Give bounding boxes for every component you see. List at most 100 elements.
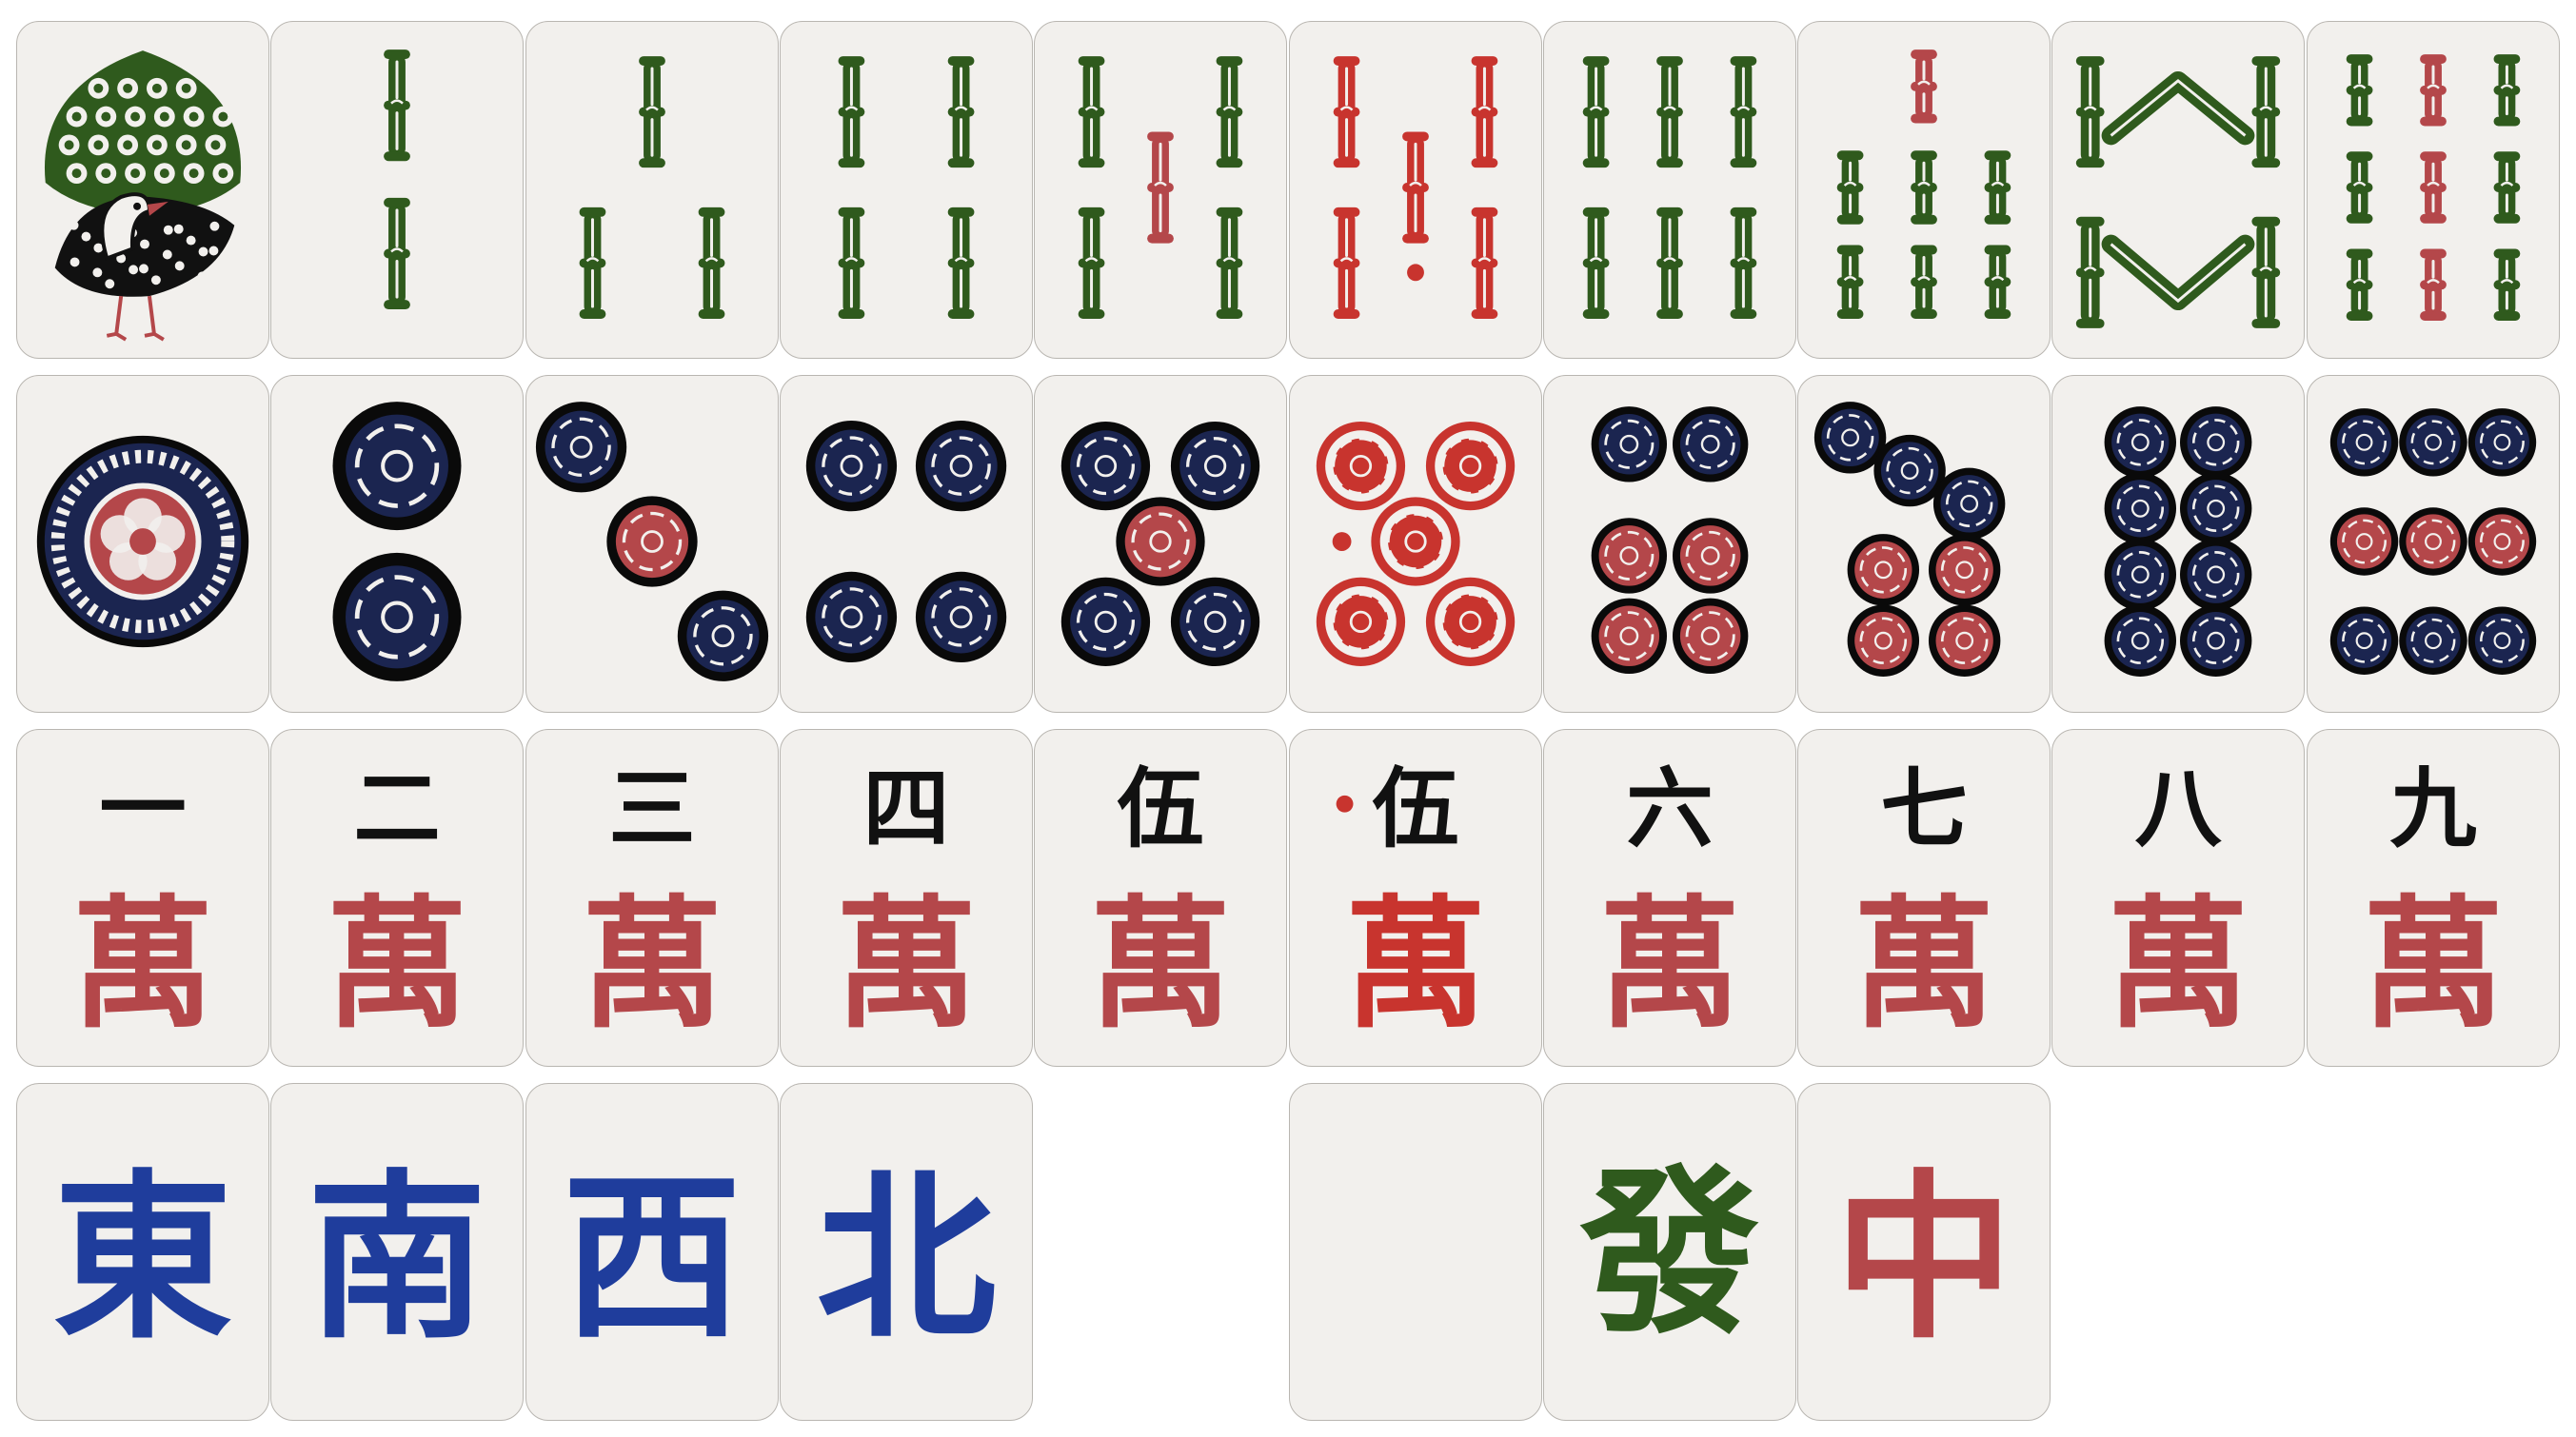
bamboo-stick-icon xyxy=(1911,150,1937,225)
dots-6-tile[interactable] xyxy=(1542,375,1796,713)
bamboo-stick-icon xyxy=(2419,54,2447,127)
bamboo-stick-icon xyxy=(1911,49,1937,124)
dot-coin-icon xyxy=(1847,604,1920,677)
bamboo-stick-icon xyxy=(1078,56,1105,168)
dragon-green-glyph: 發 xyxy=(1579,1148,1760,1358)
bamboo-3-tile[interactable] xyxy=(525,21,779,359)
bamboo-stick-icon xyxy=(384,49,411,162)
dots-3-tile[interactable] xyxy=(525,375,779,713)
character-suit-wan: 萬 xyxy=(835,881,977,1048)
dot-coin-icon xyxy=(1060,421,1151,511)
dot-coin-icon xyxy=(1425,577,1515,667)
bamboo-2-tile[interactable] xyxy=(270,21,525,359)
dot-coin-icon xyxy=(1672,598,1749,674)
dots-5-tile[interactable] xyxy=(1034,375,1288,713)
character-numeral: 伍 xyxy=(1118,757,1204,859)
dot-coin-icon xyxy=(2180,406,2252,479)
dot-coin-icon xyxy=(605,496,698,587)
bamboo-7-tile[interactable] xyxy=(1797,21,2051,359)
bamboo-stick-icon xyxy=(638,56,665,168)
dots-5-red-tile[interactable] xyxy=(1288,375,1542,713)
character-suit-wan: 萬 xyxy=(1090,881,1232,1048)
dot-coin-icon xyxy=(2104,406,2177,479)
character-numeral: 一 xyxy=(99,757,186,859)
wind-south-tile[interactable]: 南 xyxy=(270,1083,525,1421)
bamboo-stick-icon xyxy=(579,207,605,319)
bamboo-stick-icon xyxy=(1582,207,1610,319)
character-numeral: 七 xyxy=(1880,757,1967,859)
red-five-dot-icon xyxy=(1336,795,1353,813)
bamboo-5-tile[interactable] xyxy=(1034,21,1288,359)
characters-2-tile[interactable]: 二萬 xyxy=(270,729,525,1067)
dragon-green-tile[interactable]: 發 xyxy=(1542,1083,1796,1421)
dot-coin-icon xyxy=(2398,507,2467,576)
bamboo-stick-icon xyxy=(838,56,865,168)
bamboo-stick-icon xyxy=(1471,56,1497,168)
bamboo-5-red-tile[interactable] xyxy=(1288,21,1542,359)
bamboo-stick-icon xyxy=(384,197,411,310)
characters-7-tile[interactable]: 七萬 xyxy=(1797,729,2051,1067)
wind-east-tile[interactable]: 東 xyxy=(16,1083,269,1421)
dots-2-tile[interactable] xyxy=(270,375,525,713)
dots-7-tile[interactable] xyxy=(1797,375,2051,713)
characters-3-tile[interactable]: 三萬 xyxy=(525,729,779,1067)
dot-coin-icon xyxy=(1060,577,1151,667)
character-numeral: 伍 xyxy=(1372,757,1458,859)
dot-coin-icon xyxy=(2467,408,2536,477)
character-suit-wan: 萬 xyxy=(1598,881,1740,1048)
dragon-red-tile[interactable]: 中 xyxy=(1797,1083,2051,1421)
bamboo-4-tile[interactable] xyxy=(779,21,1033,359)
dot-coin-icon xyxy=(1847,534,1920,606)
bamboo-stick-icon xyxy=(1147,131,1175,244)
dots-4-tile[interactable] xyxy=(779,375,1033,713)
dot-coin-icon xyxy=(1316,421,1405,511)
bamboo-stick-icon xyxy=(2346,54,2373,127)
dots-8-tile[interactable] xyxy=(2051,375,2306,713)
wind-west-tile[interactable]: 西 xyxy=(525,1083,779,1421)
characters-4-tile[interactable]: 四萬 xyxy=(779,729,1033,1067)
dot-coin-icon xyxy=(1929,604,2001,677)
bamboo-stick-icon xyxy=(1582,56,1610,168)
bamboo-stick-icon xyxy=(2493,151,2520,224)
characters-1-tile[interactable]: 一萬 xyxy=(16,729,269,1067)
dot-coin-icon xyxy=(1370,497,1460,586)
dragon-red-glyph: 中 xyxy=(1834,1152,2014,1363)
bamboo-stick-icon xyxy=(947,207,975,319)
character-suit-wan: 萬 xyxy=(2108,881,2249,1048)
dot-coin-icon xyxy=(1425,421,1515,511)
bamboo-stick-icon xyxy=(1333,207,1359,319)
bamboo-6-tile[interactable] xyxy=(1542,21,1796,359)
characters-5-red-tile[interactable]: 伍萬 xyxy=(1288,729,1542,1067)
dot-coin-icon xyxy=(1591,598,1667,674)
dots-1-tile[interactable] xyxy=(16,375,269,713)
bamboo-stick-icon xyxy=(838,207,865,319)
bamboo-stick-icon xyxy=(1911,245,1937,319)
bamboo-8-tile[interactable] xyxy=(2051,21,2306,359)
bamboo-stick-icon xyxy=(1078,207,1105,319)
dot-coin-icon xyxy=(1672,518,1749,594)
dot-coin-icon xyxy=(2398,408,2467,477)
bamboo-stick-icon xyxy=(1836,245,1864,319)
dot-coin-icon xyxy=(2398,606,2467,675)
bamboo-stick-icon xyxy=(2493,54,2520,127)
bamboo-9-tile[interactable] xyxy=(2306,21,2560,359)
character-numeral: 八 xyxy=(2135,757,2223,859)
characters-9-tile[interactable]: 九萬 xyxy=(2306,729,2560,1067)
dot-coin-icon xyxy=(805,571,897,663)
dot-coin-icon xyxy=(2180,604,2252,677)
character-numeral: 三 xyxy=(608,757,695,859)
dot-coin-icon xyxy=(2180,539,2252,611)
characters-8-tile[interactable]: 八萬 xyxy=(2051,729,2306,1067)
bamboo-stick-icon xyxy=(2251,216,2281,328)
dot-coin-icon xyxy=(2180,472,2252,544)
wind-north-tile[interactable]: 北 xyxy=(779,1083,1033,1421)
dragon-white-tile[interactable] xyxy=(1288,1083,1542,1421)
characters-6-tile[interactable]: 六萬 xyxy=(1542,729,1796,1067)
bamboo-stick-icon xyxy=(1836,150,1864,225)
dot-coin-icon xyxy=(1672,406,1749,482)
bamboo-stick-icon xyxy=(1216,56,1243,168)
dots-9-tile[interactable] xyxy=(2306,375,2560,713)
characters-5-tile[interactable]: 伍萬 xyxy=(1034,729,1288,1067)
bamboo-1-tile[interactable] xyxy=(16,21,269,359)
